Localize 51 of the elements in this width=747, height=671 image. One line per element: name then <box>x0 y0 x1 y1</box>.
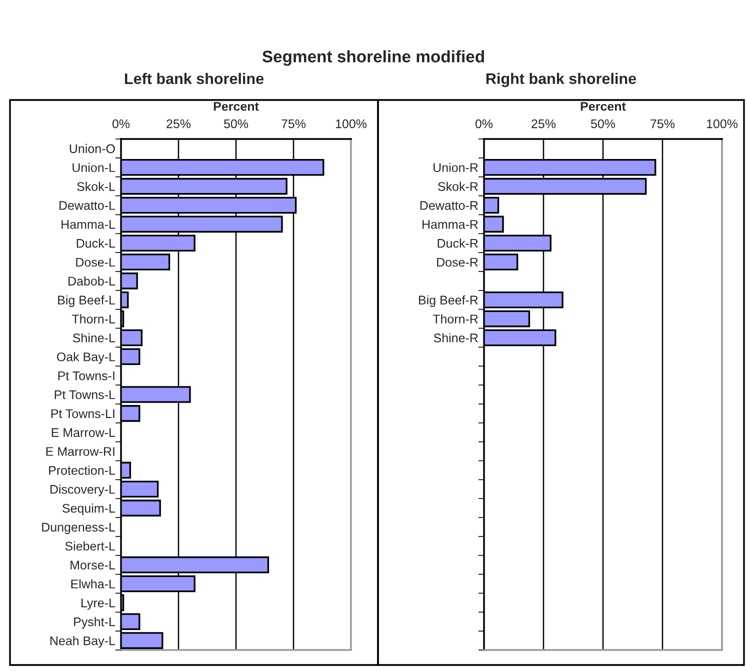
x-tick-label: 75% <box>650 119 675 128</box>
y-tick-label: Thorn-R <box>432 314 478 324</box>
y-tick-label: Dose-L <box>76 258 116 267</box>
y-tick-label: Lyre-L <box>82 598 116 610</box>
chart-title: Left bank shoreline <box>124 72 264 84</box>
y-tick-label: Duck-L <box>76 238 116 248</box>
y-tick-label: Duck-R <box>438 238 478 248</box>
y-tick-label: Dungeness-L <box>42 522 116 534</box>
x-axis-title: Percent <box>580 102 626 111</box>
y-tick-label: Dewatto-L <box>60 201 116 210</box>
y-tick-label: Skok-L <box>77 182 116 191</box>
x-tick-label: 100% <box>706 119 738 128</box>
y-tick-label: Union-R <box>434 162 478 172</box>
x-tick-label: 50% <box>590 119 616 128</box>
y-tick-label: Pysht-L <box>74 617 116 629</box>
y-tick-label: Hamma-R <box>422 220 478 229</box>
y-tick-label: Pt Towns-I <box>58 372 114 380</box>
y-tick-label: Discovery-L <box>50 484 116 496</box>
x-tick-label: 50% <box>224 119 248 128</box>
y-tick-label: E Marrow-RI <box>46 447 114 456</box>
x-tick-label: 75% <box>282 119 306 128</box>
y-tick-label: Morse-L <box>70 560 116 570</box>
x-tick-label: 100% <box>336 119 367 128</box>
y-tick-label: Dose-R <box>437 258 478 267</box>
y-tick-label: E Marrow-L <box>52 428 116 438</box>
y-tick-label: Dabob-L <box>68 276 116 286</box>
chart-title: Right bank shoreline <box>486 72 636 88</box>
x-axis-title: Percent <box>214 102 259 111</box>
x-tick-label: 0% <box>475 119 493 128</box>
y-tick-label: Skok-R <box>438 182 478 191</box>
y-tick-label: Sequim-L <box>62 504 116 516</box>
y-tick-label: Shine-L <box>72 333 116 342</box>
y-tick-label: Thorn-L <box>72 314 116 324</box>
y-tick-label: Pt Towns-LI <box>51 409 114 418</box>
y-tick-label: Shine-R <box>434 333 478 342</box>
text: Segment shoreline modified <box>262 50 484 66</box>
y-tick-label: Big Beef-L <box>58 295 116 307</box>
y-tick-label: Oak Bay-L <box>56 352 116 364</box>
y-tick-label: Union-L <box>72 162 116 172</box>
y-tick-label: Elwha-L <box>71 579 116 588</box>
y-tick-label: Siebert-L <box>65 541 116 551</box>
y-tick-label: Big Beef-R <box>419 295 478 307</box>
x-tick-label: 25% <box>532 119 556 128</box>
y-tick-label: Pt Towns-L <box>54 390 116 400</box>
x-tick-label: 0% <box>112 119 130 128</box>
y-tick-label: Union-O <box>70 144 115 154</box>
y-tick-label: Protection-L <box>49 466 116 475</box>
y-tick-label: Hamma-L <box>62 220 116 229</box>
x-tick-label: 25% <box>166 119 191 128</box>
y-tick-label: Dewatto-R <box>420 201 478 210</box>
y-tick-label: Neah Bay-L <box>50 636 116 648</box>
